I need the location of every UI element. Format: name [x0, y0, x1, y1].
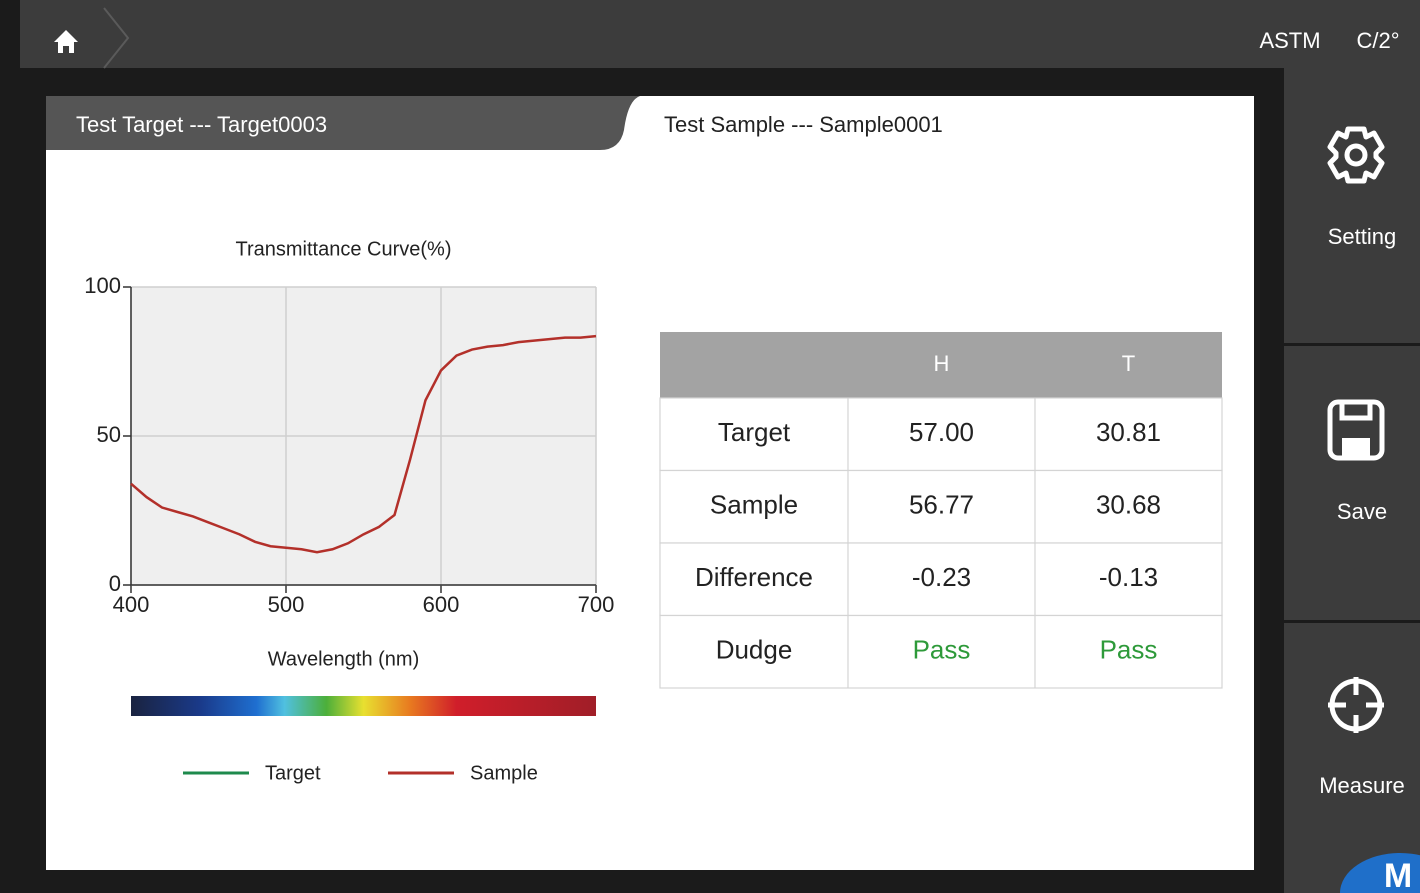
- table-cell: -0.23: [912, 562, 971, 592]
- table-row: [659, 542, 1223, 617]
- x-axis-label: Wavelength (nm): [268, 648, 420, 670]
- sidebar-label: Measure: [1319, 773, 1405, 798]
- logo: M: [1384, 857, 1412, 893]
- save-button[interactable]: [1284, 346, 1420, 620]
- spectrum-bar: [131, 696, 596, 716]
- measure-icon: [1328, 677, 1384, 733]
- y-tick-label: 100: [84, 273, 121, 298]
- y-tick-label: 0: [109, 571, 121, 596]
- table-row: [659, 469, 1223, 544]
- column-header: T: [1122, 351, 1135, 376]
- table-cell: Pass: [1100, 635, 1158, 665]
- sidebar-label: Setting: [1328, 224, 1397, 249]
- tab-label: Test Target --- Target0003: [76, 112, 327, 137]
- top-bar: [20, 0, 1420, 68]
- x-tick-label: 400: [113, 592, 150, 617]
- row-label: Difference: [695, 562, 813, 592]
- sidebar-label: Save: [1337, 499, 1387, 524]
- x-tick-label: 600: [423, 592, 460, 617]
- chart-title: Transmittance Curve(%): [236, 238, 452, 260]
- legend-label: Sample: [470, 762, 538, 784]
- row-label: Sample: [710, 490, 798, 520]
- logo-badge: [1340, 853, 1420, 893]
- gear-icon: [1327, 126, 1385, 184]
- y-tick-label: 50: [97, 422, 121, 447]
- table-cell: 30.68: [1096, 490, 1161, 520]
- tab-label: Test Sample --- Sample0001: [664, 112, 943, 137]
- x-tick-label: 500: [268, 592, 305, 617]
- row-label: Target: [718, 417, 791, 447]
- observer: C/2°: [1356, 28, 1399, 53]
- save-icon: [1327, 399, 1385, 461]
- table-cell: Pass: [913, 635, 971, 665]
- table-row: [659, 614, 1223, 689]
- table-cell: 56.77: [909, 490, 974, 520]
- row-label: Dudge: [716, 635, 793, 665]
- home-button[interactable]: [54, 30, 78, 53]
- breadcrumb-chevron: [103, 7, 130, 69]
- data-line: [130, 334, 597, 554]
- table-cell: -0.13: [1099, 562, 1158, 592]
- table-header: [660, 332, 1222, 398]
- tab-inactive[interactable]: [46, 96, 640, 150]
- table-row: [659, 397, 1223, 472]
- table-cell: 57.00: [909, 417, 974, 447]
- column-header: H: [934, 351, 950, 376]
- legend-label: Target: [265, 762, 321, 784]
- home-icon: [54, 30, 78, 53]
- measure-button[interactable]: [1284, 623, 1420, 893]
- standard: ASTM: [1259, 28, 1320, 53]
- sidebar: Setting Save Measure: [1284, 68, 1420, 893]
- setting-button[interactable]: [1284, 68, 1420, 343]
- table-cell: 30.81: [1096, 417, 1161, 447]
- x-tick-label: 700: [578, 592, 615, 617]
